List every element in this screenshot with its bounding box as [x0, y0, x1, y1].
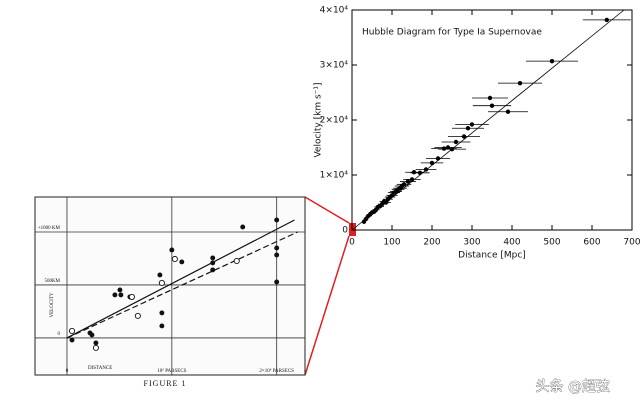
fit-line	[351, 9, 625, 231]
y-axis-label: VELOCITY	[50, 292, 55, 317]
filled-point	[274, 217, 280, 223]
x-tick-label: 700	[623, 238, 640, 248]
filled-point	[159, 310, 165, 316]
fit-line	[66, 219, 295, 339]
watermark: 头条 @超弦	[536, 378, 610, 395]
data-point	[469, 122, 475, 127]
x-tick-label: 100	[383, 238, 400, 248]
x-tick-label: 400	[503, 238, 520, 248]
y-axis-label: Velocity [km s⁻¹]	[314, 82, 324, 157]
x-tick-label: 600	[583, 238, 600, 248]
filled-point	[210, 255, 216, 261]
filled-point	[118, 292, 124, 298]
data-point	[505, 109, 511, 114]
data-point	[405, 179, 411, 184]
data-point	[604, 17, 609, 23]
filled-point	[93, 340, 99, 346]
filled-point	[274, 252, 280, 258]
data-point	[411, 170, 417, 175]
x-tick-label: 0	[66, 369, 69, 374]
x-tick-label: 300	[463, 238, 480, 248]
open-point	[134, 312, 141, 319]
scan-frame	[34, 196, 306, 376]
data-point	[441, 146, 447, 151]
data-point	[417, 170, 423, 175]
y-tick-label: 3×10⁴	[320, 61, 349, 71]
figure-caption: FIGURE 1	[144, 379, 187, 388]
hubble-1929-chart: 0 10⁶ PARSECS 2×10⁶ PARSECS 0 500KM +1000 KM D…	[35, 197, 305, 388]
filled-point	[274, 279, 280, 285]
data-point	[401, 182, 407, 187]
y-tick-label: +1000 KM	[38, 226, 61, 231]
x-tick-label: 10⁶ PARSECS	[157, 368, 186, 374]
y-tick-label: 4×10⁴	[320, 6, 349, 16]
filled-point	[210, 260, 216, 266]
x-axis-label: Distance [Mpc]	[458, 251, 526, 261]
data-point	[465, 126, 471, 131]
filled-point	[112, 292, 118, 298]
y-tick-label: 1×10⁴	[320, 171, 349, 181]
x-tick-label: 0	[349, 238, 355, 248]
data-point	[453, 139, 459, 145]
open-point	[171, 255, 178, 263]
x-axis-label: DISTANCE	[88, 366, 112, 371]
open-point	[158, 279, 165, 286]
open-point	[68, 327, 76, 334]
data-point	[429, 160, 435, 166]
x-tick-label: 200	[423, 238, 440, 248]
filled-point	[69, 337, 75, 343]
data-point	[549, 58, 555, 64]
filled-point	[274, 245, 280, 251]
filled-point	[117, 287, 123, 293]
data-point	[449, 146, 455, 152]
filled-point	[89, 332, 95, 338]
hubble-modern-chart: 0 100 200 300 400 500 600 700 0 1×10⁴ 2×10⁴ 3×10⁴ 4×…	[314, 6, 640, 261]
data-point	[383, 200, 389, 205]
zoom-line	[304, 235, 350, 376]
data-point	[487, 95, 493, 101]
y-tick-label: 2×10⁴	[320, 116, 349, 126]
open-point	[128, 293, 135, 300]
filled-point	[159, 323, 165, 329]
data-point	[517, 80, 523, 86]
chart-title: Hubble Diagram for Type Ia Supernovae	[362, 28, 542, 38]
y-tick-label: 0	[342, 226, 348, 236]
y-tick-label: 0	[58, 332, 61, 337]
fit-line	[66, 231, 298, 339]
data-point	[423, 167, 429, 172]
open-point	[233, 257, 240, 265]
filled-point	[157, 272, 163, 278]
data-point	[461, 134, 467, 139]
data-point	[489, 103, 495, 108]
x-tick-label: 500	[543, 238, 560, 248]
filled-point	[240, 224, 246, 230]
x-tick-label: 2×10⁶ PARSECS	[259, 368, 294, 374]
y-tick-label: 500KM	[44, 279, 60, 284]
data-point	[445, 145, 451, 150]
open-point	[92, 344, 99, 351]
filled-point	[169, 247, 175, 253]
zoom-line	[304, 196, 350, 224]
filled-point	[179, 259, 185, 265]
data-point	[435, 156, 441, 161]
data-point	[409, 177, 415, 182]
filled-point	[210, 267, 216, 273]
